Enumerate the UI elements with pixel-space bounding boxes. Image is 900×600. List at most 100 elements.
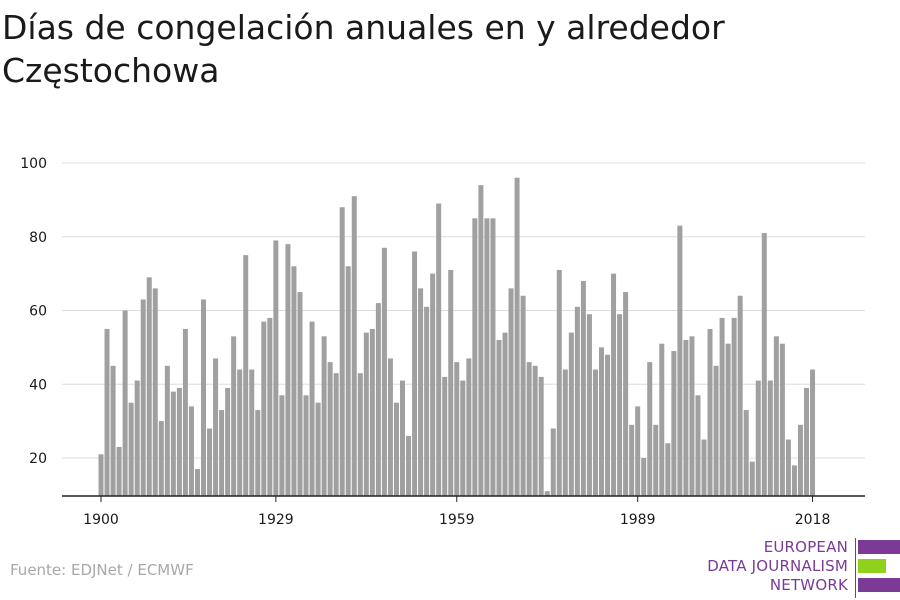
x-tick-2018: 2018 <box>795 512 831 528</box>
bar-1979 <box>574 306 580 496</box>
bar-1930 <box>279 395 285 496</box>
bar-1934 <box>303 395 309 496</box>
bar-1928 <box>267 317 273 497</box>
bar-1919 <box>213 358 219 496</box>
bar-1993 <box>659 343 665 496</box>
y-tick-20: 20 <box>29 451 47 467</box>
bar-1920 <box>219 410 225 496</box>
logo-separator <box>855 538 856 598</box>
bar-1901 <box>104 328 110 496</box>
bar-1951 <box>406 435 412 497</box>
bar-1980 <box>580 281 586 496</box>
bar-1971 <box>526 362 532 497</box>
bar-1952 <box>412 251 418 496</box>
bar-1908 <box>146 277 152 496</box>
bar-1921 <box>225 387 231 496</box>
bar-1988 <box>629 424 635 496</box>
bar-1907 <box>140 299 146 496</box>
bar-1969 <box>514 177 520 496</box>
bar-1991 <box>647 362 653 497</box>
bar-1923 <box>237 369 243 496</box>
bar-1970 <box>520 295 526 496</box>
bar-2004 <box>725 343 731 496</box>
bar-1925 <box>249 369 255 496</box>
y-tick-labels: 20 40 60 80 100 <box>20 156 47 467</box>
bar-1994 <box>665 443 671 496</box>
bar-1995 <box>671 351 677 496</box>
bar-1973 <box>538 376 544 497</box>
bar-1922 <box>231 336 237 496</box>
bar-1936 <box>315 402 321 496</box>
bar-1982 <box>592 369 598 496</box>
bar-1963 <box>478 185 484 497</box>
bar-1954 <box>424 306 430 496</box>
bar-1990 <box>641 458 647 496</box>
bar-1961 <box>466 358 472 496</box>
x-tick-1900: 1900 <box>83 512 119 528</box>
bars-group <box>98 177 816 497</box>
bar-1905 <box>128 402 134 496</box>
bar-1981 <box>586 314 592 496</box>
bar-1999 <box>695 395 701 496</box>
bar-1992 <box>653 424 659 496</box>
bar-1911 <box>164 365 170 496</box>
bar-1950 <box>400 380 405 496</box>
bar-2008 <box>749 461 755 496</box>
logo-line-1: EUROPEAN <box>763 538 848 556</box>
bar-2001 <box>707 328 713 496</box>
logo-line-2: DATA JOURNALISM <box>707 557 848 575</box>
bar-1937 <box>321 336 327 496</box>
chart-area: 20 40 60 80 100 1900 1929 1959 1989 2018 <box>20 156 865 528</box>
bar-1953 <box>418 288 424 497</box>
y-tick-40: 40 <box>29 377 47 393</box>
bar-1935 <box>309 321 315 496</box>
bar-2002 <box>713 365 719 496</box>
bar-1927 <box>261 321 267 496</box>
bar-1949 <box>393 402 399 496</box>
bar-2016 <box>797 424 803 496</box>
bar-1916 <box>194 469 200 496</box>
logo-bar-purple-bottom <box>858 578 900 592</box>
bar-1926 <box>255 410 261 496</box>
bar-1972 <box>532 365 538 496</box>
bar-1915 <box>188 406 194 497</box>
bar-1959 <box>454 362 460 497</box>
bar-2010 <box>761 233 767 496</box>
bar-2009 <box>755 380 761 496</box>
bar-2003 <box>719 317 725 497</box>
bar-1976 <box>556 269 562 496</box>
x-tick-labels: 1900 1929 1959 1989 2018 <box>83 496 830 528</box>
bar-1914 <box>182 328 188 496</box>
bar-1913 <box>176 387 182 496</box>
bar-1958 <box>448 269 454 496</box>
bar-1900 <box>98 454 104 496</box>
bar-1941 <box>345 266 351 496</box>
bar-1940 <box>339 207 345 496</box>
bar-1945 <box>369 328 375 496</box>
bar-1967 <box>502 332 508 497</box>
bar-1984 <box>605 354 611 496</box>
chart-title: Días de congelación anuales en y alreded… <box>2 8 725 90</box>
bar-1947 <box>381 247 387 496</box>
bar-1929 <box>273 240 279 496</box>
x-tick-1929: 1929 <box>258 512 294 528</box>
logo-line-3: NETWORK <box>769 576 848 594</box>
bar-2014 <box>785 439 791 496</box>
bar-1942 <box>351 196 357 496</box>
bar-1956 <box>436 203 442 496</box>
bar-1917 <box>201 299 207 496</box>
bar-1903 <box>116 446 122 496</box>
bar-1944 <box>363 332 369 497</box>
bar-1948 <box>387 358 393 496</box>
bar-1910 <box>158 421 164 497</box>
bar-1955 <box>430 273 436 497</box>
bar-1986 <box>617 314 623 496</box>
bar-1998 <box>689 336 695 496</box>
bar-2007 <box>743 410 749 496</box>
bar-1985 <box>611 273 617 497</box>
y-tick-100: 100 <box>20 156 47 172</box>
bar-1924 <box>243 255 249 496</box>
bar-1906 <box>134 380 140 496</box>
bar-1997 <box>683 340 689 496</box>
edjnet-logo[interactable]: EUROPEAN DATA JOURNALISM NETWORK <box>700 538 900 598</box>
